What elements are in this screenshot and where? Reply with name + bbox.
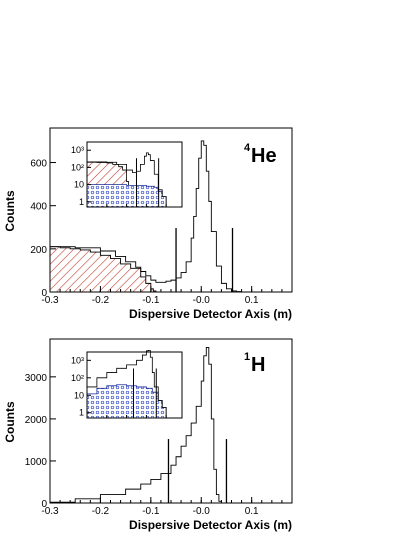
y-tick-label: 1000	[25, 457, 48, 468]
x-tick-label: -0.2	[92, 295, 110, 306]
y-tick-label: 3000	[25, 373, 48, 384]
inset-plot-area: 1 10 10² 10³	[71, 350, 183, 419]
inset-y-tick-label: 10	[74, 390, 84, 400]
x-tick-label: 0.1	[245, 295, 259, 306]
inset-series-1-none	[86, 350, 167, 418]
y-axis-title: Counts	[3, 401, 17, 443]
x-tick-label: -0.2	[92, 506, 110, 517]
inset-y-tick-label: 1	[79, 408, 84, 418]
y-tick-label: 0	[41, 288, 47, 299]
inset-frame	[86, 351, 183, 419]
x-tick-label: -0.0	[193, 506, 211, 517]
series-0-none	[49, 346, 222, 503]
y-axis-title: Counts	[3, 190, 17, 232]
y-tick-label: 0	[41, 499, 47, 510]
y-tick-label: 2000	[25, 415, 48, 426]
inset-y-tick-label: 10³	[71, 355, 84, 365]
inset-y-tick-label: 10³	[71, 145, 84, 155]
x-axis-title: Dispersive Detector Axis (m)	[129, 518, 292, 532]
x-tick-label: -0.0	[193, 295, 211, 306]
nucleus-symbol: H	[251, 354, 265, 376]
x-tick-label: 0.1	[245, 506, 259, 517]
y-tick-label: 400	[30, 202, 47, 213]
series-0-red-hatch	[49, 246, 157, 293]
nucleus-mass-number: 4	[244, 142, 251, 154]
main-plot-area: -0.3 -0.2 -0.1 -0.0 0.1 0 1000 2000 3000	[25, 338, 293, 517]
y-tick-label: 600	[30, 159, 47, 170]
x-tick-label: -0.3	[41, 506, 59, 517]
inset-series-1-blue-hatch	[86, 184, 167, 208]
inset-y-tick-label: 10²	[71, 373, 84, 383]
nucleus-symbol: He	[251, 145, 277, 167]
inset-frame	[86, 141, 183, 208]
main-plot-area: -0.3 -0.2 -0.1 -0.0 0.1 0 200 400 600	[30, 127, 293, 306]
series-1-none	[49, 140, 243, 293]
x-tick-label: -0.1	[142, 506, 160, 517]
y-tick-label: 200	[30, 245, 47, 256]
nucleus-mass-number: 1	[244, 351, 250, 363]
x-tick-label: -0.3	[41, 295, 59, 306]
x-tick-label: -0.1	[142, 295, 160, 306]
inset-y-tick-label: 10²	[71, 162, 84, 172]
inset-y-tick-label: 1	[79, 197, 84, 207]
inset-y-tick-label: 10	[74, 180, 84, 190]
x-axis-title: Dispersive Detector Axis (m)	[129, 307, 292, 321]
inset-plot-area: 1 10 10² 10³	[71, 141, 183, 208]
